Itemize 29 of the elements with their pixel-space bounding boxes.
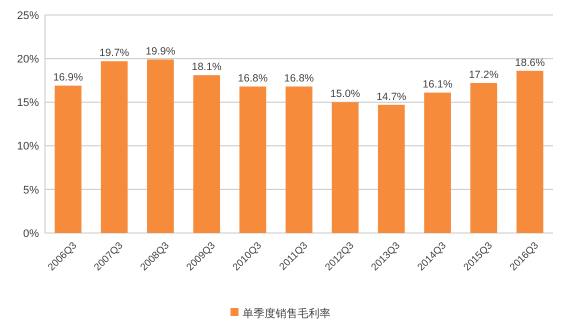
bar xyxy=(516,70,544,233)
y-tick-label: 10% xyxy=(16,140,40,153)
data-label: 16.8% xyxy=(238,72,268,85)
y-tick-label: 5% xyxy=(23,184,40,196)
data-label: 19.7% xyxy=(99,47,130,60)
bar xyxy=(424,92,451,233)
y-tick-label: 25% xyxy=(16,10,40,22)
bar xyxy=(100,61,128,233)
legend-label: 单季度销售毛利率 xyxy=(242,306,330,320)
data-label: 18.6% xyxy=(515,56,545,69)
bar xyxy=(147,59,174,233)
bar xyxy=(54,86,82,233)
bar xyxy=(470,83,498,233)
bar xyxy=(239,86,266,233)
y-tick-label: 20% xyxy=(16,53,40,66)
bar xyxy=(332,102,359,233)
data-label: 16.9% xyxy=(53,72,83,84)
data-label: 17.2% xyxy=(468,69,499,82)
bar xyxy=(286,86,312,233)
data-label: 16.1% xyxy=(422,78,452,91)
bar xyxy=(378,104,405,233)
data-label: 18.1% xyxy=(192,61,222,74)
data-label: 14.7% xyxy=(376,90,406,103)
data-label: 15.0% xyxy=(330,88,360,100)
y-tick-label: 0% xyxy=(23,228,40,240)
data-label: 19.9% xyxy=(146,45,176,58)
data-label: 16.8% xyxy=(284,72,314,85)
bar xyxy=(193,75,220,233)
y-tick-label: 15% xyxy=(16,97,40,110)
